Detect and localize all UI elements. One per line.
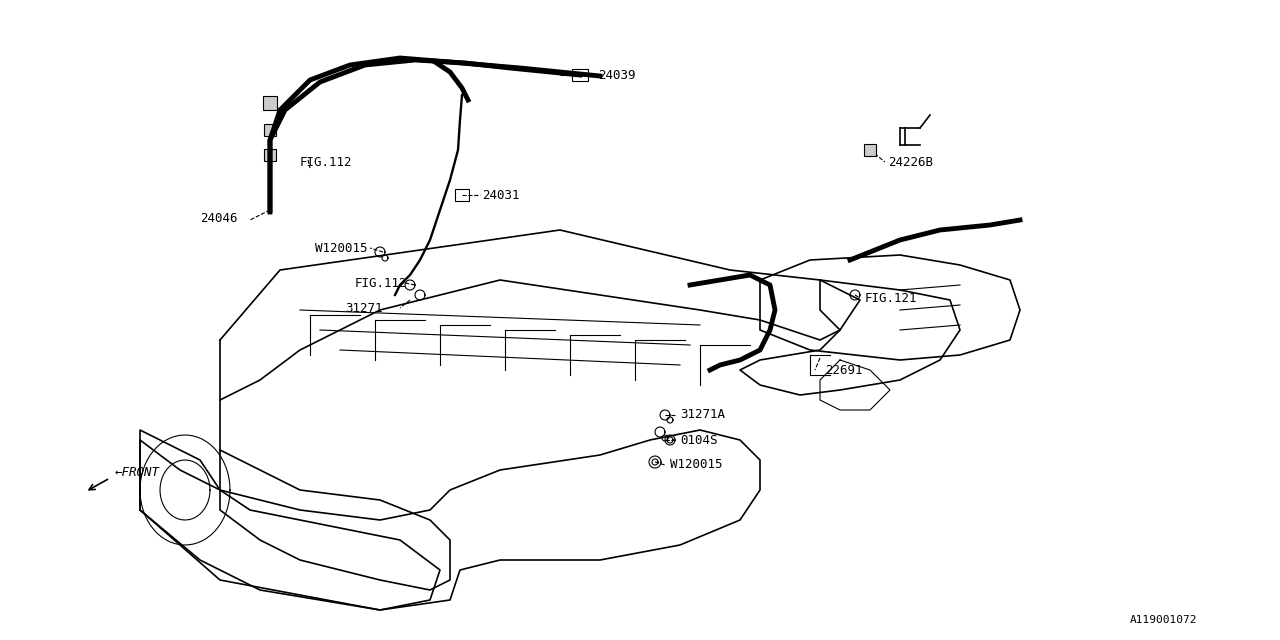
Text: 24226B: 24226B: [888, 156, 933, 168]
Text: W120015: W120015: [315, 241, 367, 255]
Bar: [264, 124, 276, 136]
Bar: [264, 149, 276, 161]
Bar: [572, 69, 588, 81]
Text: 31271: 31271: [346, 301, 383, 314]
Text: 0104S: 0104S: [680, 433, 718, 447]
Text: FIG.121: FIG.121: [865, 291, 918, 305]
Text: 22691: 22691: [826, 364, 863, 376]
Text: 31271A: 31271A: [680, 408, 724, 422]
Bar: [864, 144, 876, 156]
Bar: [454, 189, 468, 201]
Text: 24031: 24031: [483, 189, 520, 202]
Text: 24046: 24046: [200, 211, 238, 225]
Text: ←FRONT: ←FRONT: [115, 465, 160, 479]
Text: W120015: W120015: [669, 458, 722, 472]
Text: A119001072: A119001072: [1130, 615, 1198, 625]
Text: FIG.112: FIG.112: [300, 156, 352, 168]
Text: FIG.112: FIG.112: [355, 276, 407, 289]
Text: 24039: 24039: [598, 68, 635, 81]
Bar: [262, 96, 276, 110]
